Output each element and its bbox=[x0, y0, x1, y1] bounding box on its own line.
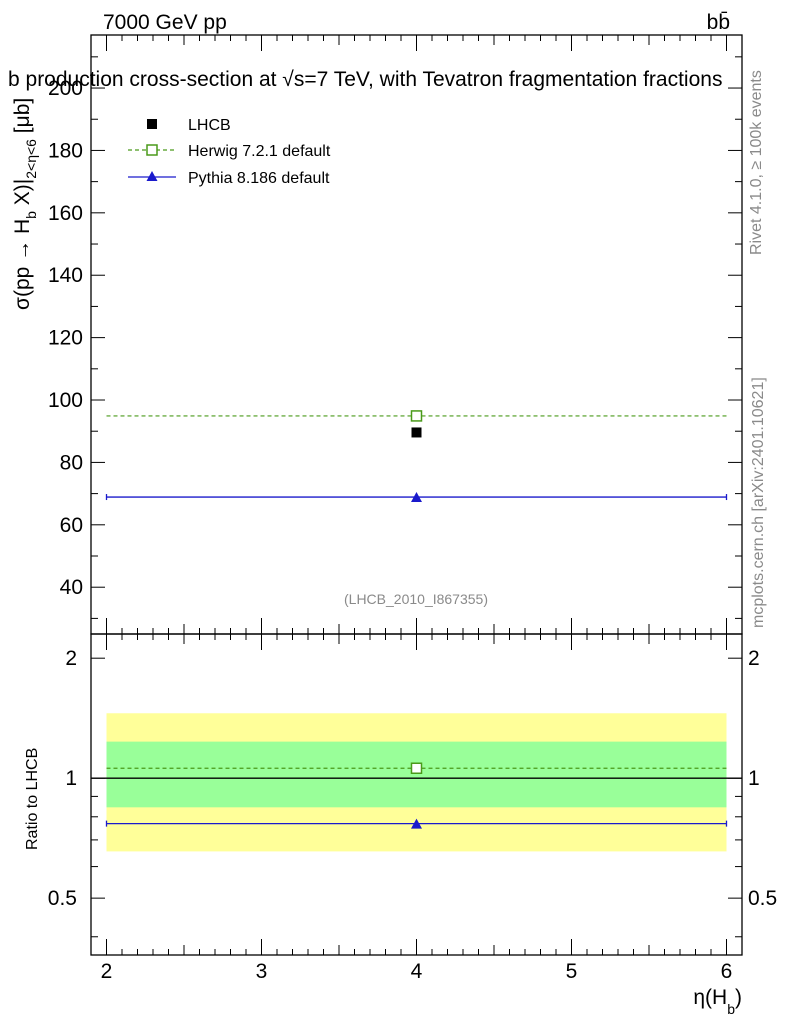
x-tick-label: 4 bbox=[411, 960, 423, 983]
x-label-tail: ) bbox=[735, 986, 742, 1009]
y-tick-label: 80 bbox=[60, 451, 83, 474]
energy-label: 7000 GeV pp bbox=[103, 11, 227, 34]
y-tick-label: 160 bbox=[48, 202, 83, 225]
y-tick-label: 40 bbox=[60, 576, 83, 599]
y-tick-label: 60 bbox=[60, 514, 83, 537]
y-tick-label: 100 bbox=[48, 389, 83, 412]
x-tick-labels: 2 3 4 5 6 bbox=[101, 960, 733, 983]
x-axis-label: η(Hb) bbox=[693, 986, 742, 1017]
lhcb-uncertainty-band-inner bbox=[106, 741, 727, 808]
x-label-sub: b bbox=[727, 1001, 735, 1017]
legend-label-pythia: Pythia 8.186 default bbox=[188, 170, 330, 187]
ratio-tick-label-left: 1 bbox=[65, 767, 77, 790]
side-label-rivet: Rivet 4.1.0, ≥ 100k events bbox=[748, 70, 765, 255]
lhcb-point bbox=[411, 427, 422, 438]
y-tick-label: 140 bbox=[48, 264, 83, 287]
ratio-tick-label-left: 2 bbox=[65, 647, 77, 670]
main-y-ticks: 40 60 80 100 120 140 160 180 200 bbox=[48, 56, 742, 619]
y-tick-label: 180 bbox=[48, 139, 83, 162]
chart-title: b production cross-section at √s=7 TeV, … bbox=[8, 68, 722, 91]
ratio-tick-label-right: 0.5 bbox=[748, 887, 777, 910]
y-label-sub1: b bbox=[23, 211, 39, 219]
ratio-tick-label-right: 1 bbox=[748, 767, 760, 790]
ratio-panel: 0.5 0.5 1 1 2 2 Ratio to LHCB bbox=[24, 633, 777, 956]
legend-marker-pythia bbox=[146, 171, 158, 181]
ratio-y-ticks: 0.5 0.5 1 1 2 2 bbox=[48, 647, 777, 938]
legend-label-herwig: Herwig 7.2.1 default bbox=[188, 143, 331, 160]
ratio-tick-label-right: 2 bbox=[748, 647, 760, 670]
herwig-point bbox=[410, 410, 423, 422]
x-label-main: η(H bbox=[693, 986, 727, 1009]
y-label-sub2: 2<η<6 bbox=[23, 139, 39, 179]
ratio-axis-label: Ratio to LHCB bbox=[24, 748, 41, 850]
x-tick-label: 6 bbox=[721, 960, 733, 983]
herwig-ratio-point bbox=[410, 762, 423, 774]
ratio-x-ticks bbox=[106, 634, 727, 955]
legend-marker-lhcb bbox=[147, 119, 157, 129]
x-tick-label: 5 bbox=[566, 960, 578, 983]
legend-label-lhcb: LHCB bbox=[188, 117, 231, 134]
y-axis-label: σ(pp → Hb X)|2<η<6 [μb] bbox=[11, 98, 39, 310]
x-tick-label: 2 bbox=[101, 960, 113, 983]
x-tick-label: 3 bbox=[256, 960, 268, 983]
ratio-tick-label-left: 0.5 bbox=[48, 887, 77, 910]
process-label: bb̄ bbox=[707, 11, 730, 34]
pythia-point bbox=[411, 492, 422, 503]
analysis-id: (LHCB_2010_I867355) bbox=[344, 591, 488, 607]
main-x-ticks bbox=[106, 35, 727, 634]
side-label-mcplots: mcplots.cern.ch [arXiv:2401.10621] bbox=[750, 377, 767, 628]
y-label-unit: [μb] bbox=[11, 98, 34, 139]
y-label-tail: X)| bbox=[11, 179, 34, 211]
y-tick-label: 120 bbox=[48, 327, 83, 350]
pythia-ratio-point bbox=[411, 818, 422, 829]
legend-marker-herwig bbox=[146, 144, 158, 156]
legend: LHCB Herwig 7.2.1 default Pythia 8.186 d… bbox=[128, 117, 331, 187]
y-label-main: σ(pp → H bbox=[11, 219, 34, 310]
y-tick-label: 200 bbox=[48, 77, 83, 100]
